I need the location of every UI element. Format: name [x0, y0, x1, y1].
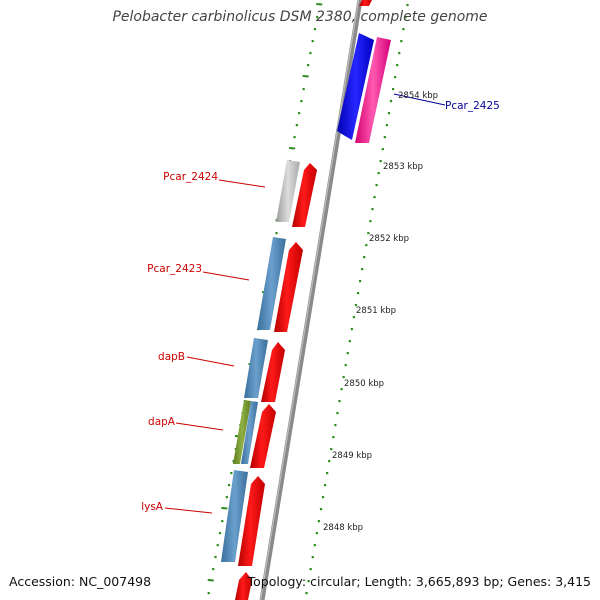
gene-arrow[interactable] — [359, 0, 372, 6]
gene-lysA-red[interactable] — [238, 476, 265, 566]
gene-pcar-2423-blue[interactable] — [257, 237, 286, 330]
gene-lysA-blue[interactable] — [221, 470, 248, 562]
gene-dapA-olive[interactable] — [233, 400, 251, 464]
tick-label: 2854 kbp — [398, 91, 438, 101]
gene-features — [221, 0, 391, 600]
right-tick-track — [305, 3, 409, 595]
leader-pcar-2424 — [218, 179, 266, 188]
gene-dapA-blue[interactable] — [241, 401, 258, 464]
gene-label-lysA[interactable]: lysA — [141, 501, 164, 513]
gene-pcar-2424-red[interactable] — [292, 163, 317, 227]
tick-label: 2851 kbp — [356, 306, 396, 316]
major-tick — [207, 579, 214, 582]
major-tick — [289, 147, 296, 150]
map-title: Pelobacter carbinolicus DSM 2380, comple… — [112, 9, 488, 25]
gene-label-pcar-2423[interactable]: Pcar_2423 — [147, 263, 202, 275]
chromosome-backbone-highlight — [260, 0, 360, 600]
gene-dapA-red[interactable] — [250, 404, 276, 468]
gene-labels: Pcar_2425 Pcar_2424 Pcar_2423 dapB dapA … — [141, 100, 500, 513]
chromosome-backbone — [259, 0, 363, 600]
tick-label: 2849 kbp — [332, 451, 372, 461]
gene-pcar-2424-grey[interactable] — [276, 160, 300, 222]
position-tick-labels: 2854 kbp 2853 kbp 2852 kbp 2851 kbp 2850… — [323, 91, 438, 533]
major-tick — [302, 75, 309, 78]
accession-text: Accession: NC_007498 — [9, 574, 152, 589]
leader-lysA — [164, 507, 213, 514]
tick-label: 2850 kbp — [344, 379, 384, 389]
gene-dapB-blue[interactable] — [244, 338, 268, 398]
tick-label: 2848 kbp — [323, 523, 363, 533]
major-tick — [316, 3, 323, 6]
leader-pcar-2423 — [202, 271, 250, 281]
gene-label-dapB[interactable]: dapB — [158, 351, 185, 363]
gene-label-pcar-2425[interactable]: Pcar_2425 — [445, 100, 500, 112]
gene-arrow[interactable] — [235, 572, 252, 600]
leader-pcar-2425 — [393, 93, 446, 106]
gene-label-dapA[interactable]: dapA — [148, 416, 176, 428]
gene-leader-lines — [164, 93, 446, 514]
genome-summary-text: Topology: circular; Length: 3,665,893 bp… — [247, 574, 591, 589]
gene-dapB-red[interactable] — [261, 342, 285, 402]
leader-dapA — [175, 422, 224, 431]
gene-pcar-2423-red[interactable] — [274, 242, 303, 332]
gene-pcar-2425-blue[interactable] — [337, 33, 374, 140]
gene-pcar-2425-pink[interactable] — [355, 37, 391, 143]
major-tick — [221, 507, 228, 510]
tick-label: 2852 kbp — [369, 234, 409, 244]
tick-label: 2853 kbp — [383, 162, 423, 172]
leader-dapB — [186, 356, 235, 367]
gene-label-pcar-2424[interactable]: Pcar_2424 — [163, 171, 218, 183]
